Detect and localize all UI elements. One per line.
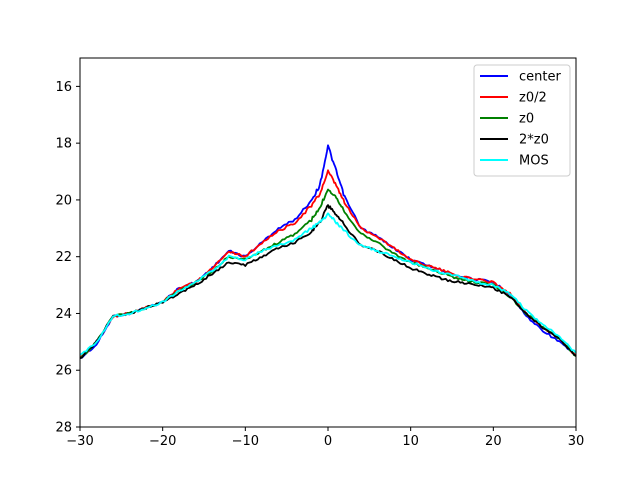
- x-tick-label: −10: [232, 434, 259, 449]
- x-tick-label: 30: [568, 434, 585, 449]
- legend-label: z0: [519, 112, 534, 127]
- y-tick-label: 24: [55, 307, 72, 322]
- y-tick-label: 18: [55, 137, 72, 152]
- y-tick-label: 20: [55, 193, 72, 208]
- legend-box: [473, 64, 571, 177]
- legend-label: 2*z0: [519, 133, 549, 148]
- legend-label: center: [519, 70, 561, 85]
- x-tick-label: 20: [485, 434, 502, 449]
- x-tick-label: 0: [324, 434, 332, 449]
- x-tick-label: −30: [66, 434, 93, 449]
- y-tick-label: 22: [55, 250, 72, 265]
- legend: center z0/2 z0 2*z0 MOS: [473, 64, 571, 177]
- legend-label: MOS: [519, 154, 549, 169]
- y-axis: 16 18 20 22 24 26 28: [55, 80, 80, 436]
- x-axis: −30 −20 −10 0 10 20 30: [66, 427, 584, 449]
- x-tick-label: 10: [402, 434, 419, 449]
- x-tick-label: −20: [149, 434, 176, 449]
- series-layer: [79, 144, 577, 360]
- y-tick-label: 26: [55, 364, 72, 379]
- series-line-mos: [79, 212, 577, 356]
- series-line-2-z0: [79, 204, 577, 360]
- y-tick-label: 28: [55, 421, 72, 436]
- legend-label: z0/2: [519, 91, 547, 106]
- y-tick-label: 16: [55, 80, 72, 95]
